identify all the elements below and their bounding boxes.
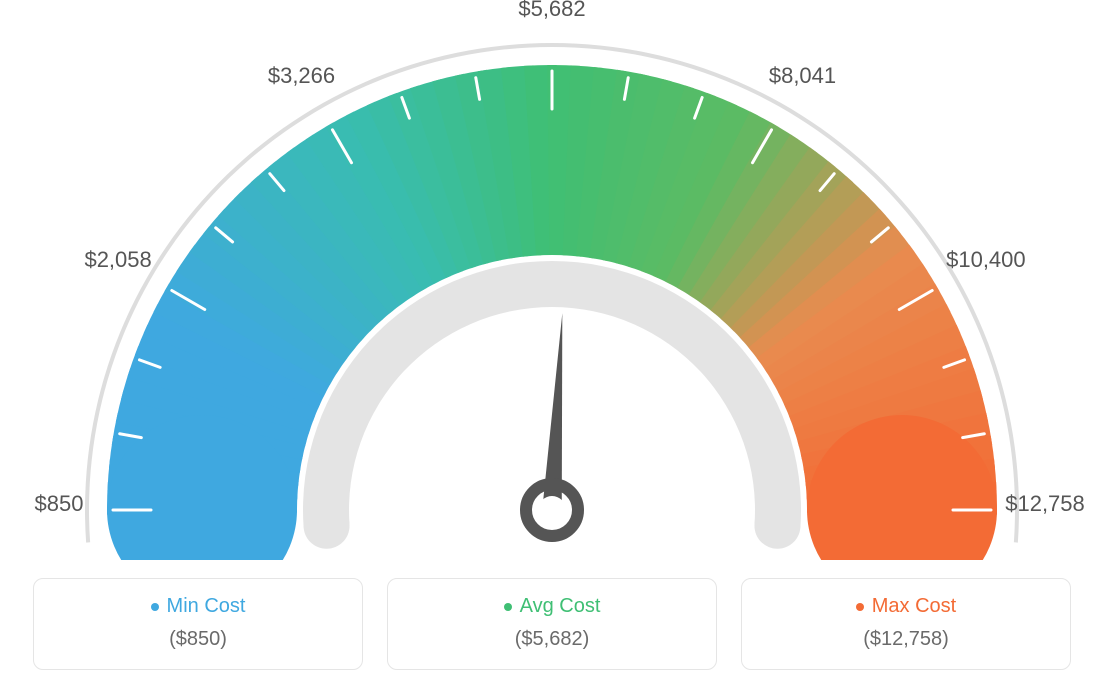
legend-title-max: Max Cost [856,595,956,618]
bullet-max [856,603,864,611]
gauge-svg [0,0,1104,560]
scale-label: $5,682 [518,0,585,22]
scale-label: $8,041 [769,63,836,89]
scale-label: $850 [35,491,84,517]
legend-value-avg: ($5,682) [406,628,698,651]
scale-label: $10,400 [946,247,1026,273]
legend-value-max: ($12,758) [760,628,1052,651]
legend-card-avg: Avg Cost ($5,682) [387,578,717,670]
legend-label-max: Max Cost [872,595,956,618]
bullet-avg [504,603,512,611]
legend-title-avg: Avg Cost [504,595,601,618]
cost-gauge: $850 $2,058 $3,266 $5,682 $8,041 $10,400 $12,7… [0,0,1104,560]
bullet-min [151,603,159,611]
legend-title-min: Min Cost [151,595,246,618]
legend-row: Min Cost ($850) Avg Cost ($5,682) Max Co… [0,578,1104,670]
scale-label: $2,058 [84,247,151,273]
legend-value-min: ($850) [52,628,344,651]
scale-label: $12,758 [1005,491,1085,517]
scale-label: $3,266 [268,63,335,89]
legend-label-min: Min Cost [167,595,246,618]
legend-label-avg: Avg Cost [520,595,601,618]
legend-card-max: Max Cost ($12,758) [741,578,1071,670]
legend-card-min: Min Cost ($850) [33,578,363,670]
